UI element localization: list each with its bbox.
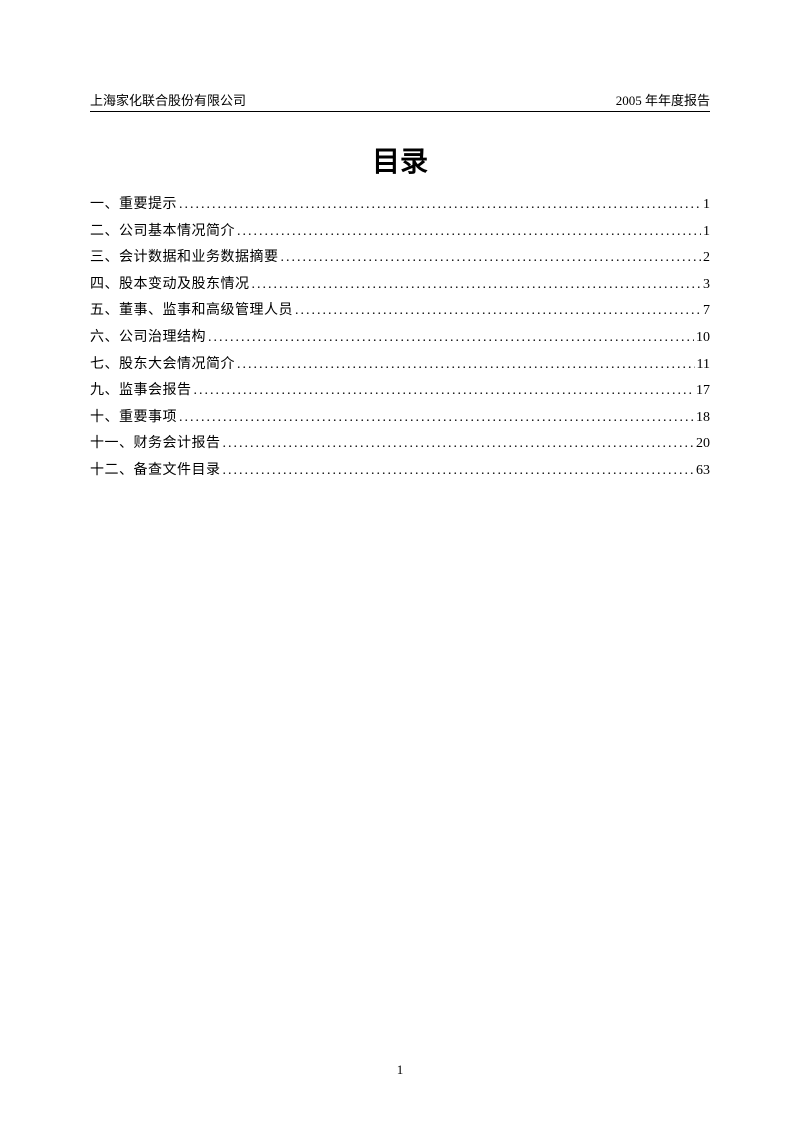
toc-entry-label: 九、监事会报告 xyxy=(90,378,192,405)
toc-entry-page: 1 xyxy=(703,219,710,246)
toc-dot-leader xyxy=(179,405,694,432)
toc-entry-label: 二、公司基本情况简介 xyxy=(90,219,235,246)
toc-entry-label: 四、股本变动及股东情况 xyxy=(90,272,250,299)
toc-entry-label: 三、会计数据和业务数据摘要 xyxy=(90,245,279,272)
toc-dot-leader xyxy=(208,325,694,352)
toc-dot-leader xyxy=(252,272,702,299)
document-page: 上海家化联合股份有限公司 2005 年年度报告 目录 一、重要提示 1 二、公司… xyxy=(0,0,800,1133)
toc-entry-label: 十二、备查文件目录 xyxy=(90,458,221,485)
toc-dot-leader xyxy=(223,458,695,485)
toc-entry: 一、重要提示 1 xyxy=(90,192,710,219)
toc-entry-page: 20 xyxy=(696,431,710,458)
table-of-contents: 一、重要提示 1 二、公司基本情况简介 1 三、会计数据和业务数据摘要 2 四、… xyxy=(90,192,710,485)
toc-entry: 十二、备查文件目录 63 xyxy=(90,458,710,485)
toc-dot-leader xyxy=(179,192,701,219)
toc-dot-leader xyxy=(295,298,701,325)
toc-entry-page: 1 xyxy=(703,192,710,219)
toc-dot-leader xyxy=(237,352,695,379)
toc-entry-page: 2 xyxy=(703,245,710,272)
toc-entry-label: 一、重要提示 xyxy=(90,192,177,219)
page-header: 上海家化联合股份有限公司 2005 年年度报告 xyxy=(90,90,710,112)
toc-dot-leader xyxy=(223,431,695,458)
toc-entry: 六、公司治理结构 10 xyxy=(90,325,710,352)
toc-entry: 三、会计数据和业务数据摘要 2 xyxy=(90,245,710,272)
toc-entry-label: 七、股东大会情况简介 xyxy=(90,352,235,379)
toc-dot-leader xyxy=(237,219,701,246)
toc-entry-label: 十一、财务会计报告 xyxy=(90,431,221,458)
toc-entry-label: 十、重要事项 xyxy=(90,405,177,432)
toc-entry-page: 7 xyxy=(703,298,710,325)
toc-entry-page: 18 xyxy=(696,405,710,432)
toc-entry-label: 五、董事、监事和高级管理人员 xyxy=(90,298,293,325)
page-number: 1 xyxy=(0,1062,800,1078)
toc-dot-leader xyxy=(194,378,695,405)
toc-entry: 五、董事、监事和高级管理人员 7 xyxy=(90,298,710,325)
header-report-title: 2005 年年度报告 xyxy=(616,90,710,109)
header-company-name: 上海家化联合股份有限公司 xyxy=(90,90,246,109)
toc-title: 目录 xyxy=(90,140,710,180)
toc-entry: 七、股东大会情况简介 11 xyxy=(90,352,710,379)
toc-entry: 九、监事会报告 17 xyxy=(90,378,710,405)
toc-entry-page: 10 xyxy=(696,325,710,352)
toc-entry-page: 11 xyxy=(697,352,710,379)
toc-entry: 十、重要事项 18 xyxy=(90,405,710,432)
toc-entry: 十一、财务会计报告 20 xyxy=(90,431,710,458)
toc-entry-page: 17 xyxy=(696,378,710,405)
toc-dot-leader xyxy=(281,245,702,272)
toc-entry: 四、股本变动及股东情况 3 xyxy=(90,272,710,299)
toc-entry-page: 63 xyxy=(696,458,710,485)
toc-entry: 二、公司基本情况简介 1 xyxy=(90,219,710,246)
toc-entry-page: 3 xyxy=(703,272,710,299)
toc-entry-label: 六、公司治理结构 xyxy=(90,325,206,352)
